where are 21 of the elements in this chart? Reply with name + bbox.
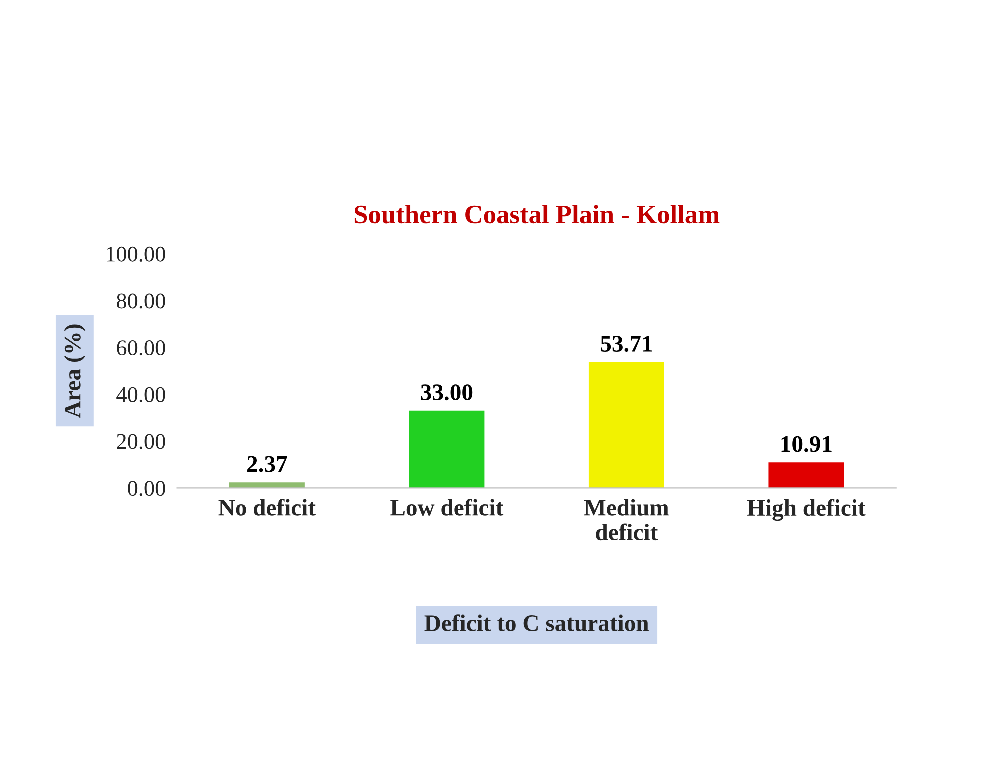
- data-label: 2.37: [248, 456, 288, 472]
- y-tick-label: 60.00: [117, 340, 166, 356]
- y-tick-label: 80.00: [117, 294, 166, 309]
- data-label: 33.00: [421, 384, 473, 401]
- x-tick-label: Medium deficit: [584, 499, 669, 541]
- bar: [768, 462, 844, 488]
- bar: [409, 410, 485, 488]
- x-tick-label: Low deficit: [390, 499, 504, 516]
- bar: [229, 482, 305, 488]
- data-label: 10.91: [782, 436, 832, 452]
- x-tick-label: No deficit: [218, 499, 316, 516]
- y-tick-label: 100.00: [107, 246, 166, 262]
- data-label: 53.71: [601, 336, 652, 352]
- x-axis-title: Deficit to C saturation: [424, 614, 649, 632]
- y-tick-label: 40.00: [116, 387, 166, 402]
- y-tick-label: 20.00: [117, 434, 166, 450]
- chart-title: Southern Coastal Plain - Kollam: [354, 205, 720, 224]
- x-tick-label: High deficit: [748, 499, 866, 522]
- bar: [588, 362, 664, 488]
- y-tick-label: 0.00: [128, 481, 166, 496]
- y-axis-title: Area (%): [64, 324, 86, 418]
